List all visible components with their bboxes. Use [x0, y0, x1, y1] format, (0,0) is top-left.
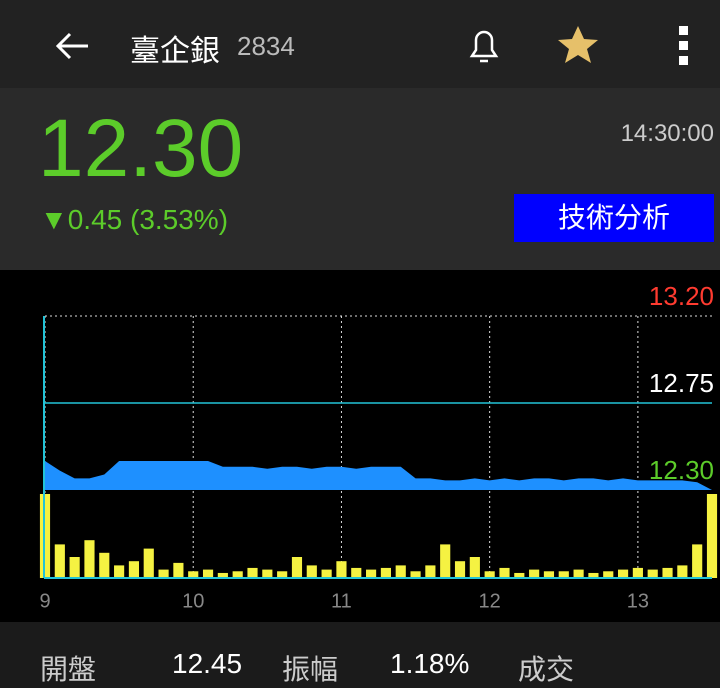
volume-bar [277, 571, 288, 578]
volume-bar [692, 544, 703, 578]
volume-bar [662, 567, 673, 578]
volume-bar [232, 571, 243, 578]
volume-bar [143, 548, 154, 578]
y-tick-label: 12.75 [649, 368, 714, 398]
volume-bar [158, 569, 169, 578]
volume-bar [188, 571, 199, 578]
x-tick-label: 9 [39, 590, 50, 612]
volume-bar [617, 569, 629, 578]
volume-bar [247, 567, 258, 578]
stat-label: 開盤 [40, 654, 97, 685]
price-change: ▼0.45 (3.53%) [40, 204, 229, 235]
technical-analysis-button[interactable]: 技術分析 [514, 194, 714, 242]
volume-bar [128, 561, 140, 578]
volume-bar [514, 572, 525, 578]
x-tick-label: 10 [182, 590, 204, 612]
stock-name: 臺企銀 [130, 35, 220, 68]
volume-bar [291, 557, 303, 578]
x-tick-label: 11 [331, 590, 352, 612]
volume-bar [558, 571, 569, 578]
x-tick-label: 12 [479, 590, 501, 612]
volume-bar [69, 557, 80, 578]
volume-bar [469, 557, 480, 578]
volume-bar [529, 569, 540, 578]
volume-bar [588, 572, 599, 578]
volume-bar [351, 567, 362, 578]
volume-bar [425, 565, 436, 578]
intraday-chart: 9 10 11 12 13 12.30 12.75 13.20 [0, 270, 720, 622]
volume-bar [202, 569, 214, 578]
volume-bar [677, 565, 688, 578]
y-tick-label: 12.30 [649, 455, 714, 485]
y-tick-label: 13.20 [649, 281, 714, 311]
price-area [45, 461, 712, 490]
volume-bar [262, 569, 273, 578]
stats-row: 開盤 12.45 振幅 1.18% 成交 [0, 622, 720, 685]
volume-bar [114, 565, 125, 578]
volume-bar [217, 572, 228, 578]
stat-label: 振幅 [282, 654, 339, 685]
volume-bar [543, 571, 555, 578]
volume-bar [573, 569, 584, 578]
volume-bar [336, 561, 347, 578]
quote-time: 14:30:00 [620, 120, 714, 147]
stat-label: 成交 [518, 654, 575, 685]
x-tick-label: 13 [627, 590, 649, 612]
quote-panel: 12.30 14:30:00 ▼0.45 (3.53%) 技術分析 [0, 88, 720, 270]
volume-bar [306, 565, 317, 578]
alert-button[interactable] [464, 24, 504, 68]
volume-bar [499, 567, 510, 578]
back-button[interactable] [52, 28, 92, 64]
last-price: 12.30 [38, 103, 244, 194]
volume-bar [173, 562, 184, 578]
volume-bar [321, 569, 332, 578]
stock-code: 2834 [237, 31, 295, 61]
stat-value: 1.18% [390, 648, 470, 679]
volume-bar [603, 571, 614, 578]
menu-button[interactable] [676, 24, 692, 68]
favorite-button[interactable] [556, 24, 600, 68]
volume-bar [395, 565, 406, 578]
stat-value: 12.45 [172, 648, 243, 679]
volume-bar [84, 540, 95, 578]
volume-bar [410, 571, 421, 578]
volume-bar [440, 544, 451, 578]
volume-bar [454, 561, 466, 578]
volume-bar [484, 571, 495, 578]
volume-bar [706, 494, 718, 578]
app-bar: 臺企銀 2834 [0, 0, 720, 88]
volume-bar [366, 569, 377, 578]
volume-bar [632, 567, 643, 578]
volume-bar [380, 567, 391, 578]
volume-bar [54, 544, 65, 578]
volume-bar [99, 552, 110, 578]
volume-bar [647, 569, 658, 578]
